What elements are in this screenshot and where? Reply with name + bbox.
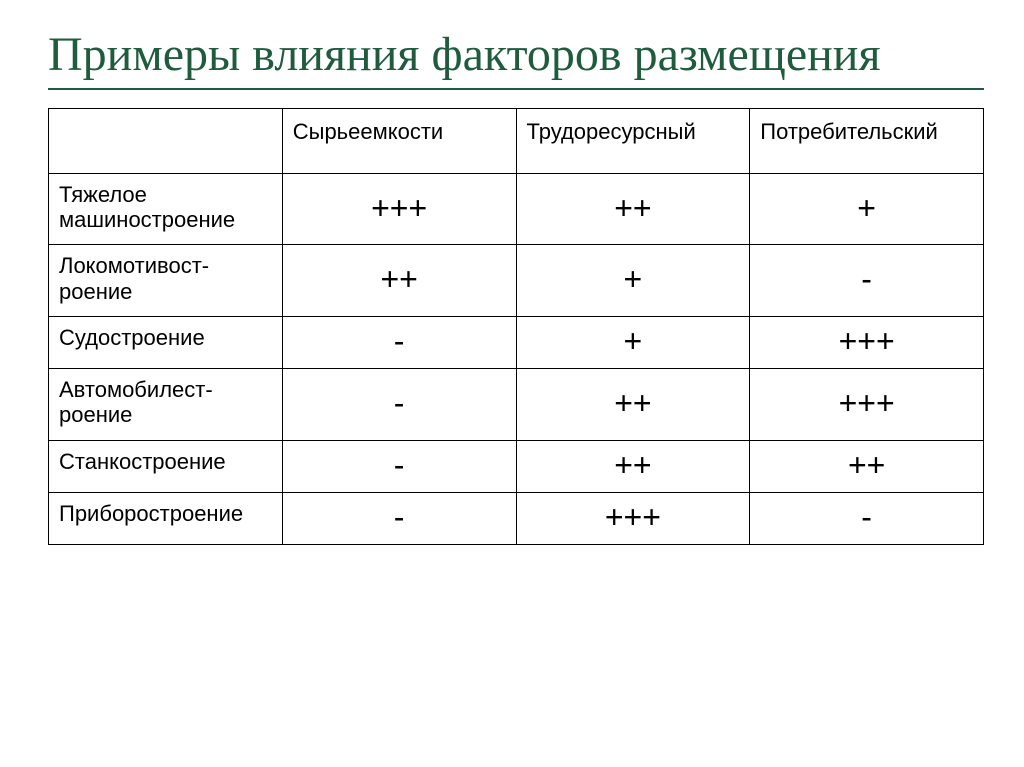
row-label: Автомобилест-роение — [49, 368, 283, 440]
cell: + — [516, 316, 750, 368]
cell: - — [282, 440, 516, 492]
row-label: Локомотивост-роение — [49, 245, 283, 317]
title-block: Примеры влияния факторов размещения — [48, 28, 984, 90]
cell: +++ — [750, 368, 984, 440]
cell: + — [516, 245, 750, 317]
cell: +++ — [516, 492, 750, 544]
cell: +++ — [282, 173, 516, 245]
table-row: Приборостроение - +++ - — [49, 492, 984, 544]
page-title: Примеры влияния факторов размещения — [48, 28, 984, 82]
cell: - — [282, 492, 516, 544]
table-row: Станкостроение - ++ ++ — [49, 440, 984, 492]
cell: ++ — [516, 173, 750, 245]
cell: + — [750, 173, 984, 245]
cell: - — [750, 245, 984, 317]
table-row: Тяжелое машиностроение +++ ++ + — [49, 173, 984, 245]
row-label: Тяжелое машиностроение — [49, 173, 283, 245]
cell: +++ — [750, 316, 984, 368]
factors-table: Сырьеемкости Трудоресурсный Потребительс… — [48, 108, 984, 545]
slide: Примеры влияния факторов размещения Сырь… — [0, 0, 1024, 767]
table-header-empty — [49, 108, 283, 173]
table-header-labor: Трудоресурсный — [516, 108, 750, 173]
row-label: Приборостроение — [49, 492, 283, 544]
cell: ++ — [516, 368, 750, 440]
row-label: Судостроение — [49, 316, 283, 368]
table-header-consumer: Потребительский — [750, 108, 984, 173]
table-row: Автомобилест-роение - ++ +++ — [49, 368, 984, 440]
cell: ++ — [516, 440, 750, 492]
table-header-row: Сырьеемкости Трудоресурсный Потребительс… — [49, 108, 984, 173]
cell: - — [282, 368, 516, 440]
row-label: Станкостроение — [49, 440, 283, 492]
table-row: Локомотивост-роение ++ + - — [49, 245, 984, 317]
cell: - — [750, 492, 984, 544]
table-row: Судостроение - + +++ — [49, 316, 984, 368]
cell: ++ — [750, 440, 984, 492]
table-header-raw: Сырьеемкости — [282, 108, 516, 173]
cell: ++ — [282, 245, 516, 317]
cell: - — [282, 316, 516, 368]
